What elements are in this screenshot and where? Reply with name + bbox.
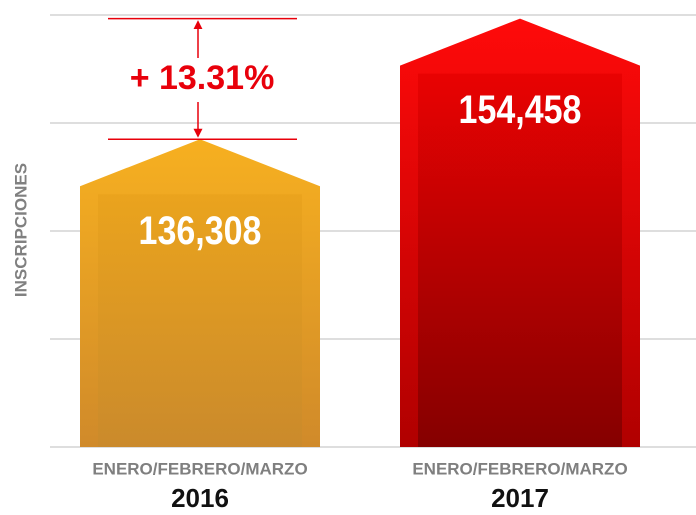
bar-inner-panel — [418, 73, 622, 447]
y-axis-title: INSCRIPCIONES — [11, 163, 30, 297]
bar-inner-panel — [98, 194, 302, 447]
x-tick-label: 2016 — [171, 483, 229, 513]
period-label: ENERO/FEBRERO/MARZO — [92, 459, 307, 478]
data-label: 136,308 — [139, 207, 262, 252]
data-label: 154,458 — [459, 87, 582, 132]
period-label: ENERO/FEBRERO/MARZO — [412, 459, 627, 478]
annotation: + 13.31% — [130, 59, 275, 97]
annotation-bg — [110, 58, 295, 102]
x-tick-label: 2017 — [491, 483, 549, 513]
